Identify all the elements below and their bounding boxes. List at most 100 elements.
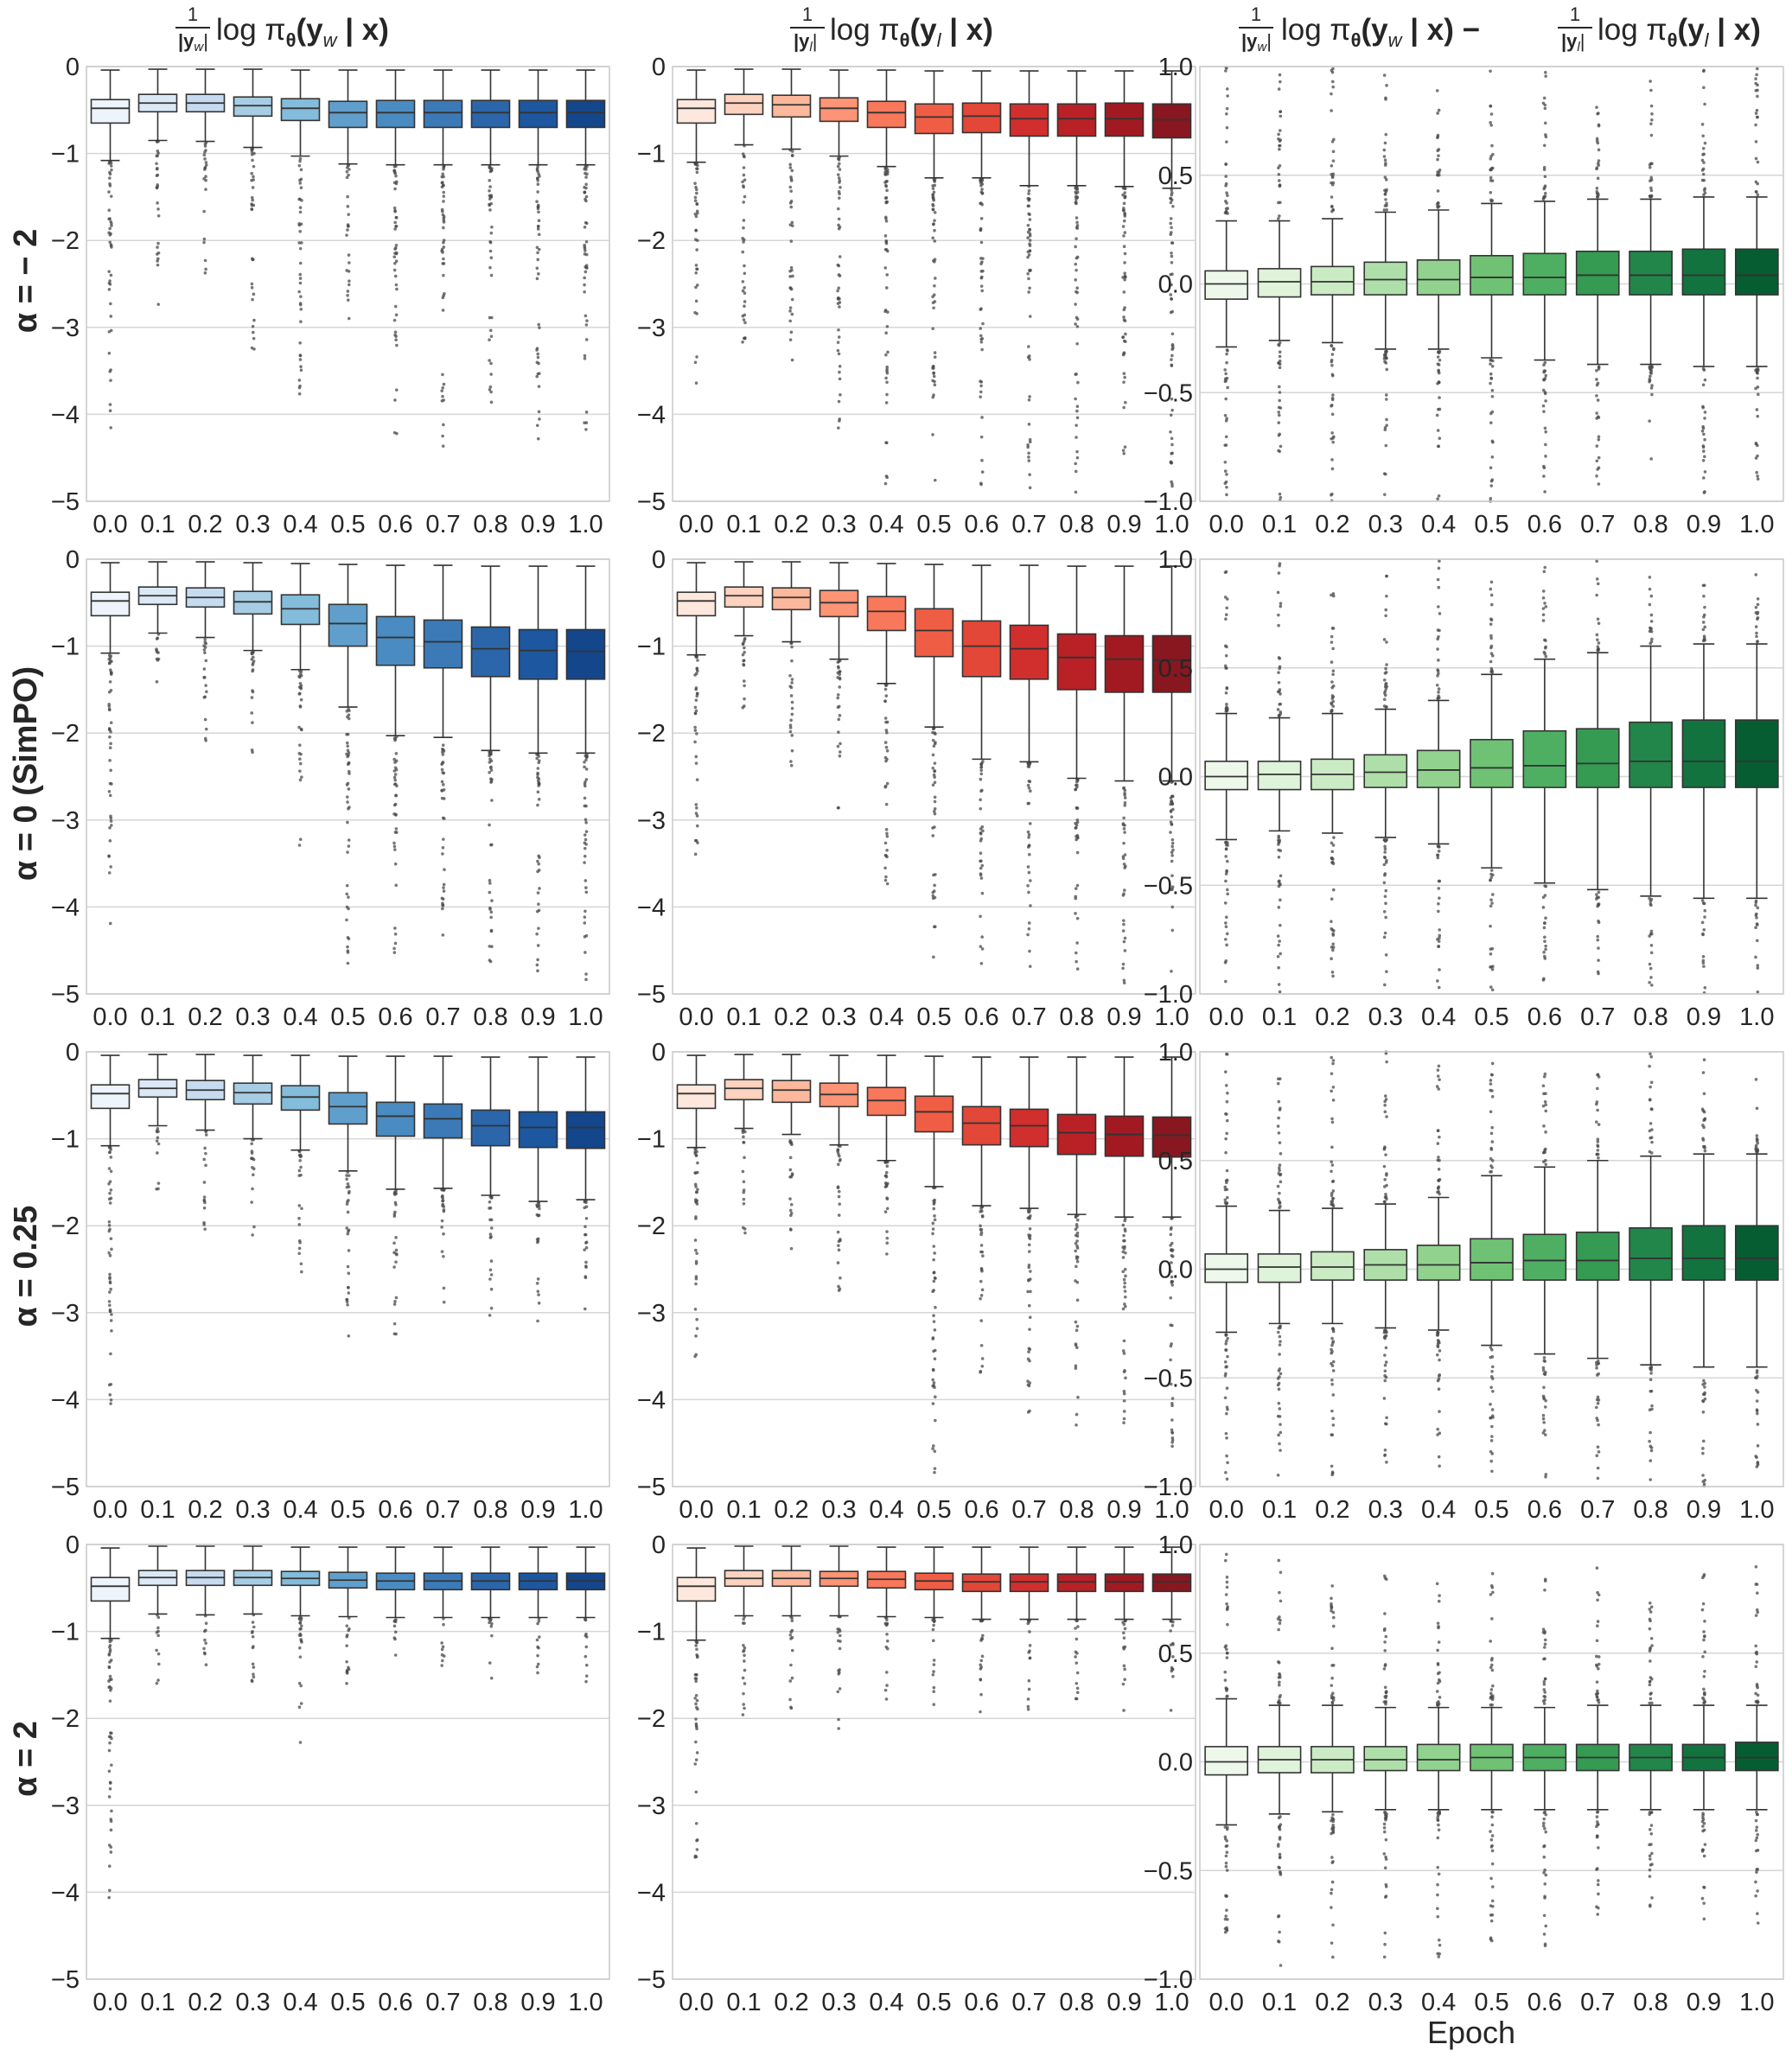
outlier-point <box>1437 687 1441 691</box>
outlier-point <box>536 1653 539 1658</box>
outlier-point <box>204 739 207 742</box>
box-iqr <box>1056 1113 1097 1156</box>
box-iqr <box>280 1085 321 1111</box>
box-1.0 <box>565 1546 606 1684</box>
x-tick-label: 0.9 <box>1687 511 1721 538</box>
outlier-point <box>1224 419 1228 423</box>
outlier-point <box>1595 897 1598 901</box>
outlier-point <box>346 1264 350 1269</box>
box-0.3 <box>819 562 859 810</box>
outlier-point <box>1279 1372 1283 1376</box>
outlier-point <box>297 222 301 226</box>
outlier-point <box>1437 380 1441 384</box>
box-0.6 <box>1522 71 1567 494</box>
box-0.2 <box>185 561 226 742</box>
outlier-point <box>1331 627 1336 630</box>
outlier-point <box>883 215 888 220</box>
outlier-point <box>107 661 112 666</box>
outlier-point <box>1650 392 1654 397</box>
outlier-point <box>1385 1461 1388 1464</box>
outlier-point <box>1541 1394 1546 1398</box>
outlier-point <box>884 802 889 806</box>
outlier-point <box>838 196 841 200</box>
outlier-point <box>489 765 493 769</box>
outlier-point <box>838 754 842 758</box>
outlier-point <box>488 1314 492 1317</box>
outlier-point <box>885 1252 889 1256</box>
outlier-point <box>1755 1149 1759 1152</box>
x-tick-label: 0.8 <box>1633 1496 1668 1524</box>
outlier-point <box>838 179 842 182</box>
outlier-point <box>743 638 747 641</box>
outlier-point <box>347 283 351 287</box>
outlier-point <box>1649 640 1654 644</box>
outlier-point <box>741 280 745 283</box>
outlier-point <box>1595 1454 1599 1457</box>
outlier-point <box>584 197 587 201</box>
outlier-point <box>1331 1061 1335 1066</box>
outlier-point <box>1490 179 1495 182</box>
outlier-point <box>1437 849 1441 853</box>
outlier-point <box>695 667 699 672</box>
outlier-point <box>1383 1328 1387 1333</box>
x-tick-label: 0.9 <box>520 1989 555 2016</box>
outlier-point <box>298 182 303 185</box>
outlier-point <box>1170 837 1175 842</box>
outlier-point <box>1170 1283 1175 1287</box>
box-0.2 <box>771 1545 812 1710</box>
outlier-point <box>108 1786 112 1791</box>
outlier-point <box>1489 965 1493 969</box>
column-title-2: 1 |yw| log πθ(yw | x) − 1 |yl| log πθ(yl… <box>1239 3 1761 54</box>
outlier-point <box>1277 132 1280 137</box>
outlier-point <box>1489 190 1493 194</box>
outlier-point <box>1123 788 1127 793</box>
outlier-point <box>584 1618 588 1622</box>
outlier-point <box>250 1631 254 1634</box>
outlier-point <box>743 1646 747 1650</box>
outlier-point <box>203 258 207 263</box>
outlier-point <box>108 1276 112 1279</box>
outlier-point <box>1277 843 1280 846</box>
panel-r2-c1: 0−1−2−3−4−50.0 0.1 0.2 0.3 0.4 0.5 0.6 0.7 0.8 0.… <box>637 1039 1196 1524</box>
box-0.3 <box>819 1054 859 1292</box>
outlier-point <box>931 295 934 299</box>
x-tick-label: 0.6 <box>378 511 412 538</box>
outlier-point <box>537 759 541 762</box>
outlier-point <box>1754 899 1758 903</box>
outlier-point <box>1075 216 1079 220</box>
outlier-point <box>933 825 936 829</box>
outlier-point <box>250 696 254 699</box>
outlier-point <box>1027 398 1031 402</box>
outlier-point <box>345 1177 348 1181</box>
x-tick-label: 0.3 <box>821 1496 856 1524</box>
outlier-point <box>1384 1346 1388 1350</box>
outlier-point <box>442 245 446 249</box>
outlier-point <box>1169 1296 1173 1300</box>
outlier-point <box>440 181 444 185</box>
outlier-point <box>884 745 889 749</box>
outlier-point <box>393 802 398 806</box>
outlier-point <box>1383 850 1387 854</box>
y-tick-label: −2 <box>51 227 80 255</box>
outlier-point <box>393 187 397 191</box>
outlier-point <box>1076 1395 1080 1399</box>
outlier-point <box>155 252 159 256</box>
outlier-point <box>1169 1232 1173 1237</box>
outlier-point <box>535 756 539 761</box>
outlier-point <box>1437 170 1441 175</box>
outlier-point <box>107 704 112 708</box>
x-tick-label: 0.8 <box>473 511 507 538</box>
outlier-point <box>440 1219 444 1223</box>
outlier-point <box>155 647 158 652</box>
outlier-point <box>1542 474 1546 478</box>
outlier-point <box>1223 413 1228 417</box>
outlier-point <box>584 265 589 270</box>
outlier-point <box>584 1654 588 1659</box>
outlier-point <box>489 1226 494 1230</box>
outlier-point <box>346 744 350 748</box>
outlier-point <box>1276 1474 1280 1477</box>
outlier-point <box>1278 354 1282 359</box>
outlier-point <box>1223 443 1228 447</box>
outlier-point <box>788 162 792 167</box>
outlier-point <box>442 797 446 800</box>
